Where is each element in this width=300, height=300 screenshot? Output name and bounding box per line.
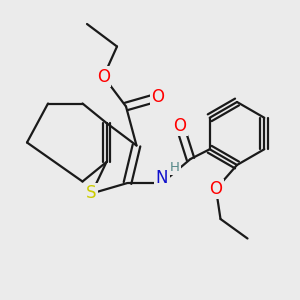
Text: O: O <box>173 117 187 135</box>
Text: H: H <box>170 161 179 174</box>
Text: O: O <box>97 68 110 85</box>
Text: O: O <box>151 88 164 106</box>
Text: S: S <box>86 184 97 202</box>
Text: O: O <box>209 180 223 198</box>
Text: N: N <box>156 169 168 187</box>
